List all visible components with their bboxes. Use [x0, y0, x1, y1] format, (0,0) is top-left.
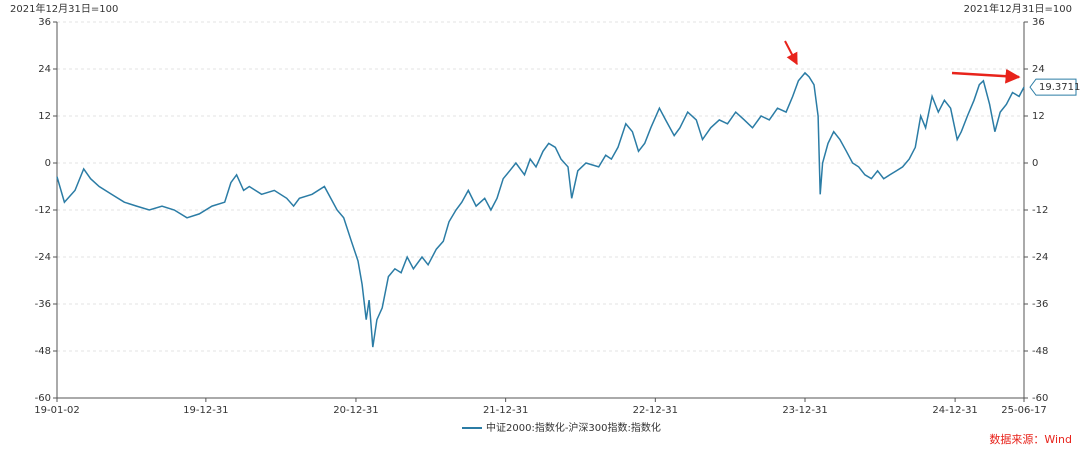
- y-axis-label: 2021年12月31日=100: [10, 2, 118, 15]
- y-tick-label: 0: [45, 158, 51, 169]
- arrow: [951, 68, 1021, 84]
- x-tick-label: 20-12-31: [333, 405, 378, 416]
- x-tick-label: 21-12-31: [483, 405, 528, 416]
- y-tick-label: -48: [35, 346, 51, 357]
- x-tick-label: 19-01-02: [34, 405, 79, 416]
- data-line: [56, 71, 1025, 348]
- y2-tick-label: -24: [1032, 252, 1048, 263]
- y2-tick-label: 0: [1032, 158, 1038, 169]
- y-tick-label: -36: [35, 299, 51, 310]
- y2-tick-label: -48: [1032, 346, 1048, 357]
- y2-axis-label: 2021年12月31日=100: [964, 2, 1072, 15]
- x-tick-label: 24-12-31: [932, 405, 977, 416]
- x-tick-label: 19-12-31: [183, 405, 228, 416]
- y-tick-label: -60: [35, 393, 51, 404]
- arrow: [784, 40, 798, 66]
- y-tick-label: 12: [38, 111, 51, 122]
- y2-tick-label: -60: [1032, 393, 1048, 404]
- y2-tick-label: 36: [1032, 17, 1045, 28]
- x-tick-label: 22-12-31: [633, 405, 678, 416]
- x-tick-label: 25-06-17: [1001, 405, 1046, 416]
- y-tick-label: 24: [38, 64, 51, 75]
- source: 数据来源：Wind: [989, 432, 1072, 446]
- x-tick-label: 23-12-31: [782, 405, 827, 416]
- y2-tick-label: -36: [1032, 299, 1048, 310]
- value-label: 19.3711: [1039, 82, 1080, 93]
- value-callout: [1029, 78, 1077, 96]
- legend-label: 中证2000:指数化-沪深300指数:指数化: [486, 421, 661, 434]
- y2-tick-label: 12: [1032, 111, 1045, 122]
- y-tick-label: 36: [38, 17, 51, 28]
- y2-tick-label: 24: [1032, 64, 1045, 75]
- y-tick-label: -12: [35, 205, 51, 216]
- y-tick-label: -24: [35, 252, 51, 263]
- y2-tick-label: -12: [1032, 205, 1048, 216]
